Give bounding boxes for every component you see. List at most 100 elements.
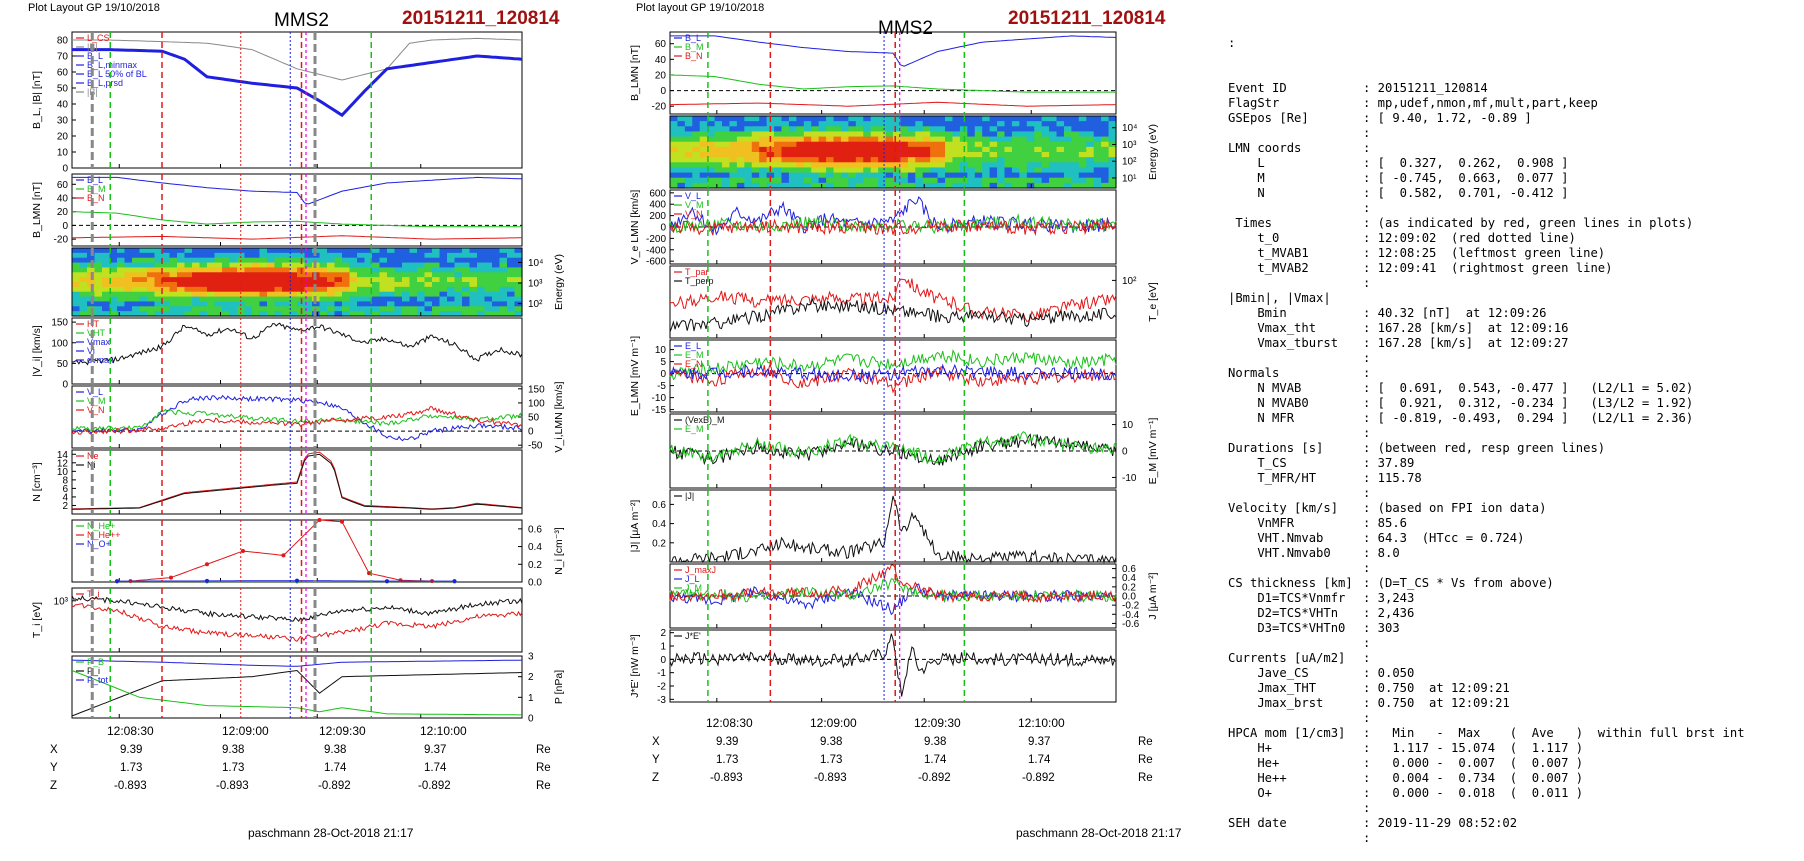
info-line: |Bmin|, |Vmax| [1228,291,1798,306]
spectrogram-cell [507,272,515,277]
spectrogram-cell [185,253,193,258]
coord-value: -0.892 [1022,772,1055,784]
spectrogram-cell [402,306,410,311]
spectrogram-cell [515,248,523,253]
spectrogram-cell [260,248,268,253]
right-footer-author: paschmann 28-Oct-2018 21:17 [1016,826,1181,840]
spectrogram-cell [782,152,790,158]
spectrogram-cell [342,272,350,277]
spectrogram-cell [95,306,103,311]
spectrogram-cell [215,272,223,277]
spectrogram-cell [967,142,975,148]
spectrogram-cell [908,152,916,158]
info-key: N MFR [1228,411,1294,426]
y-axis-label: T_i [eV] [31,602,43,638]
spectrogram-cell [952,147,960,153]
spectrogram-cell [759,137,767,143]
spectrogram-cell [417,306,425,311]
spectrogram-cell [1109,173,1117,179]
spectrogram-cell [1019,126,1027,132]
spectrogram-cell [1094,173,1102,179]
info-line: VHT.Nmvab: 64.3 (HTcc = 0.724) [1228,531,1798,546]
spectrogram-cell [975,167,983,173]
spectrogram-cell [335,248,343,253]
info-value: : [1363,801,1370,816]
y-tick-label: 50 [528,413,540,424]
spectrogram-cell [350,263,358,268]
spectrogram-cell [744,157,752,163]
spectrogram-cell [432,267,440,272]
info-value: : 167.28 [km/s] at 12:09:27 [1363,336,1568,351]
spectrogram-cell [207,253,215,258]
spectrogram-cell [819,137,827,143]
spectrogram-cell [417,272,425,277]
spectrogram-cell [1057,137,1065,143]
spectrogram-cell [260,267,268,272]
spectrogram-cell [826,167,834,173]
spectrogram-cell [350,282,358,287]
spectrogram-cell [95,253,103,258]
spectrogram-cell [1042,121,1050,127]
spectrogram-cell [147,258,155,263]
info-line: H+: 1.117 - 15.074 ( 1.117 ) [1228,741,1798,756]
spectrogram-cell [1005,167,1013,173]
spectrogram-cell [1034,178,1042,184]
spectrogram-cell [125,248,133,253]
y-tick-label: -2 [657,682,666,693]
spectrogram-cell [380,287,388,292]
spectrogram-cell [230,297,238,302]
spectrogram-cell [967,126,975,132]
spectrogram-cell [729,167,737,173]
spectrogram-cell [871,167,879,173]
spectrogram-cell [372,287,380,292]
spectrogram-cell [125,306,133,311]
spectrogram-cell [752,178,760,184]
spectrogram-cell [387,282,395,287]
info-top-colon: : [1228,36,1798,51]
spectrogram-cell [871,173,879,179]
spectrogram-cell [1034,152,1042,158]
spectrogram-cell [410,258,418,263]
spectrogram-cell [357,297,365,302]
y-tick-label: 400 [649,200,666,211]
legend-entry: |J| [685,491,694,501]
info-key: Durations [s] [1228,441,1323,456]
spectrogram-cell [372,301,380,306]
spectrogram-cell [796,173,804,179]
legend-entry: T_perp [685,276,714,286]
spectrogram-cell [170,282,178,287]
spectrogram-cell [782,178,790,184]
spectrogram-cell [967,116,975,122]
spectrogram-cell [500,287,508,292]
spectrogram-cell [819,116,827,122]
info-value: : [ -0.745, 0.663, 0.077 ] [1363,171,1568,186]
spectrogram-cell [1071,142,1079,148]
spectrogram-cell [117,248,125,253]
spectrogram-cell [700,162,708,168]
spectrogram-cell [782,131,790,137]
spectrogram-cell [507,248,515,253]
spectrogram-cell [440,272,448,277]
spectrogram-cell [834,167,842,173]
spectrogram-cell [841,142,849,148]
spectrogram-cell [132,287,140,292]
spectrogram-cell [395,306,403,311]
spectrogram-cell [485,287,493,292]
spectrogram-cell [507,263,515,268]
spectrogram-cell [1049,167,1057,173]
spectrogram-cell [500,253,508,258]
spectrogram-cell [432,301,440,306]
spectrogram-cell [856,152,864,158]
spectrogram-cell [260,297,268,302]
spectrogram-cell [395,282,403,287]
spectrogram-cell [796,147,804,153]
spectrogram-cell [871,126,879,132]
info-line: : [1228,201,1798,216]
coord-value: 9.37 [424,744,446,756]
y-tick-label: 0 [660,369,666,380]
spectrogram-cell [886,157,894,163]
info-key: He+ [1228,756,1279,771]
spectrogram-cell [432,282,440,287]
legend-entry: J*E' [685,631,701,641]
